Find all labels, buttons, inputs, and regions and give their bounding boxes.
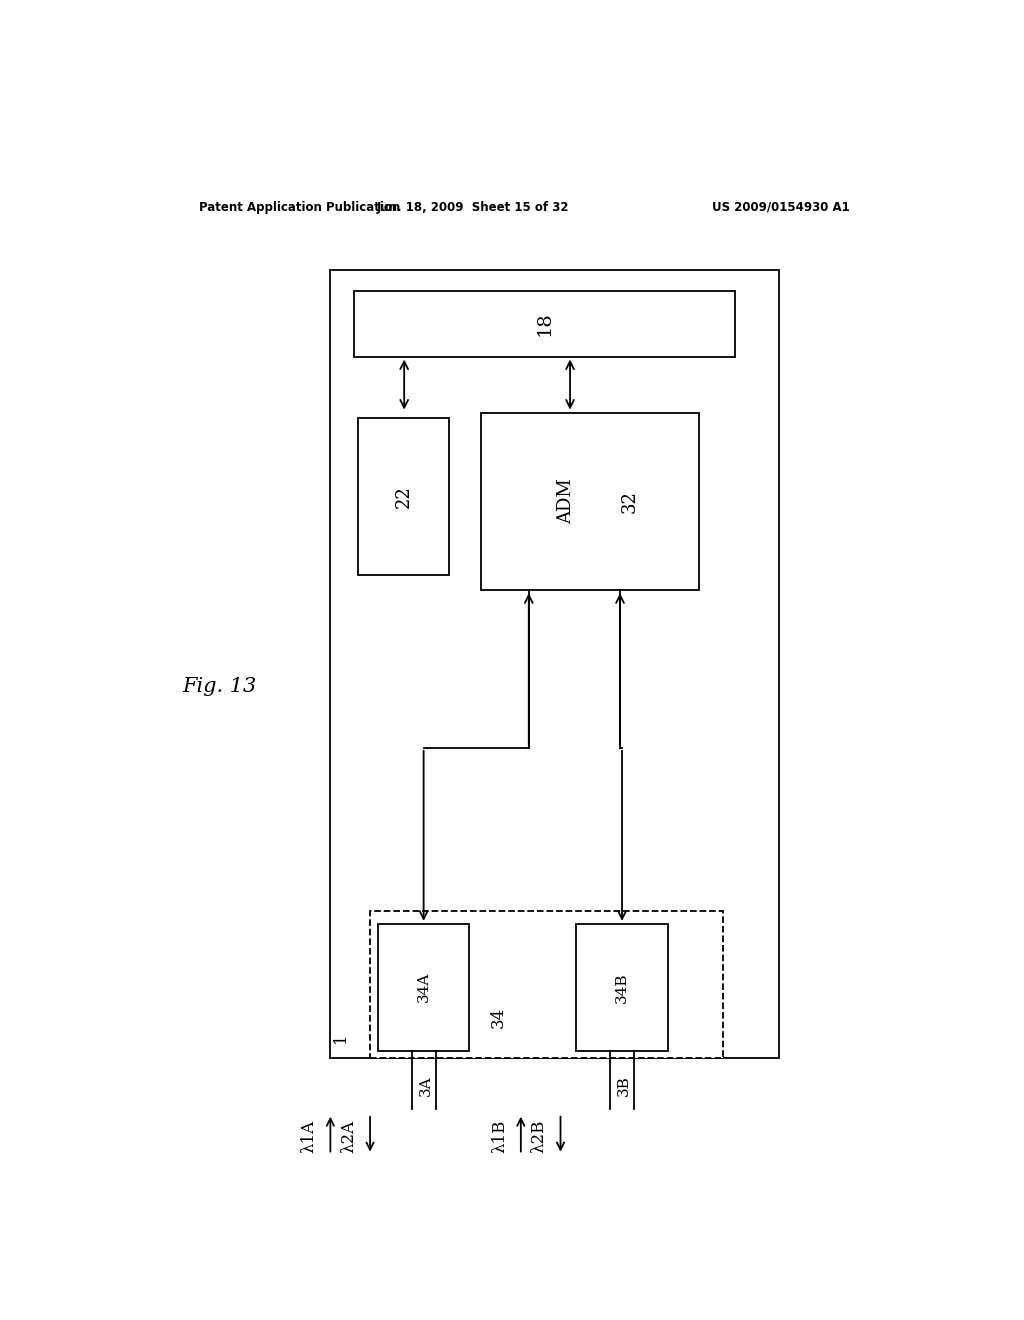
Bar [577, 924, 668, 1051]
Text: Fig. 13: Fig. 13 [182, 677, 256, 697]
Text: US 2009/0154930 A1: US 2009/0154930 A1 [713, 201, 850, 214]
Bar [481, 413, 699, 590]
Text: λ2B: λ2B [530, 1119, 548, 1152]
Bar [378, 924, 469, 1051]
Text: 1: 1 [332, 1032, 349, 1043]
Text: 3A: 3A [419, 1074, 432, 1096]
Text: λ1B: λ1B [490, 1119, 508, 1152]
Text: λ1A: λ1A [300, 1119, 317, 1152]
Bar [370, 911, 723, 1057]
Text: Patent Application Publication: Patent Application Publication [200, 201, 400, 214]
Text: 18: 18 [536, 312, 554, 337]
Text: ADM: ADM [557, 479, 575, 524]
Text: 3B: 3B [617, 1074, 631, 1096]
Text: 34A: 34A [417, 972, 431, 1002]
Bar [354, 290, 735, 356]
Text: 34: 34 [490, 1007, 507, 1028]
Text: 22: 22 [395, 484, 413, 508]
Text: λ2A: λ2A [340, 1119, 357, 1152]
Bar [331, 271, 778, 1057]
Text: 34B: 34B [615, 972, 629, 1002]
Text: 32: 32 [621, 490, 639, 513]
Text: Jun. 18, 2009  Sheet 15 of 32: Jun. 18, 2009 Sheet 15 of 32 [377, 201, 569, 214]
Bar [358, 417, 450, 576]
